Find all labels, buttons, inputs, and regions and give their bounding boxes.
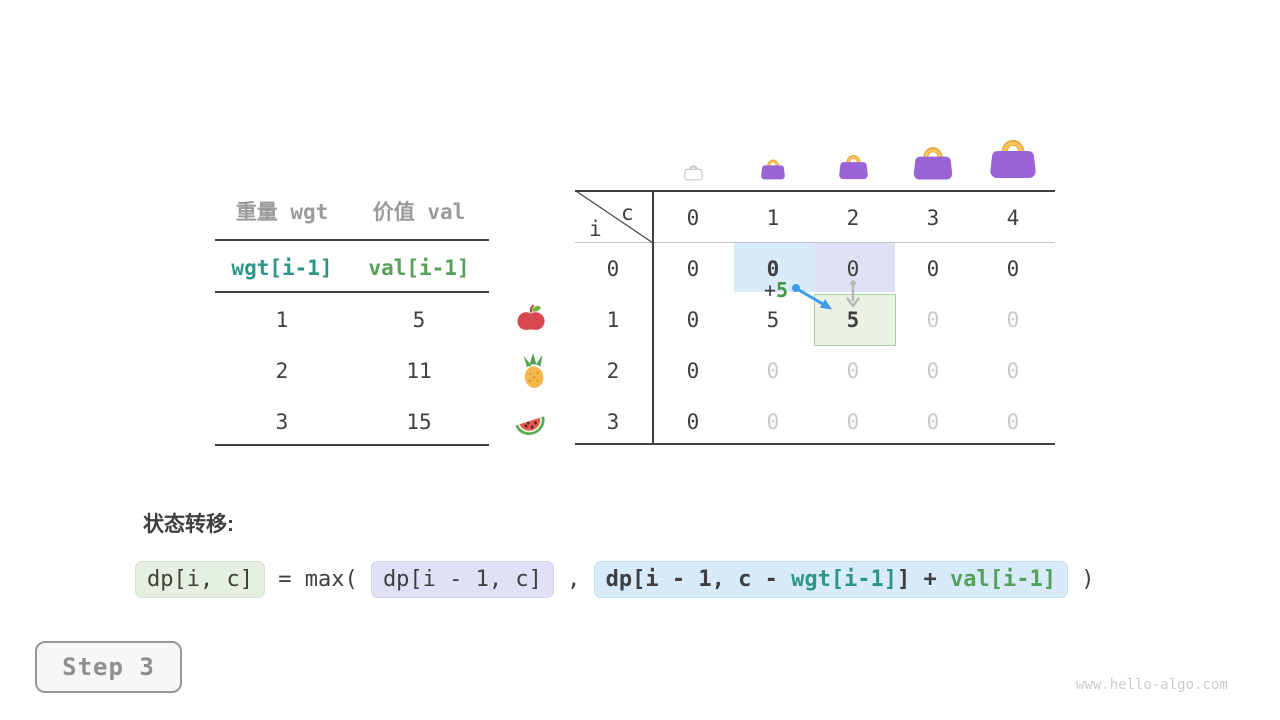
dp-overlay: [575, 190, 860, 310]
corner-diagonal-line: [575, 190, 654, 244]
dp-cell-r1c3: 0: [926, 308, 940, 332]
take-prefix: dp[i - 1, c -: [605, 567, 792, 592]
dp-col-header: 0: [686, 206, 700, 230]
dp-corner-row-var: i: [589, 217, 602, 241]
dp-cell-r3c4: 0: [1006, 410, 1020, 434]
formula-equals-max: = max(: [264, 567, 371, 592]
dp-cell-r1c2: 5: [846, 308, 860, 332]
dp-corner-col-var: c: [621, 201, 634, 225]
items-col-weight-header: 重量 wgt: [235, 200, 329, 224]
dp-cell-r1c1: 5: [766, 308, 780, 332]
dp-rule-bottom: [575, 443, 1055, 445]
take-mid: ] +: [897, 567, 951, 592]
transition-add-value-label: +5: [764, 280, 788, 300]
formula-take-term-box: dp[i - 1, c - wgt[i-1]] + val[i-1]: [593, 561, 1068, 598]
dp-table: c i 0 1 2 3 4 0 1 2 3 0 0 0 0 0 0 5 5 0 …: [575, 190, 1055, 446]
dp-row-header: 0: [606, 257, 620, 281]
dp-cell-r2c2: 0: [846, 359, 860, 383]
apple-icon: [517, 304, 545, 330]
watermark: www.hello-algo.com: [1076, 677, 1228, 693]
formula-lhs-box: dp[i, c]: [135, 561, 265, 598]
down-arrow-head: [846, 297, 860, 308]
take-wgt-token: wgt[i-1]: [791, 567, 898, 592]
items-rule-mid: [215, 291, 489, 293]
dp-cell-highlight-source-keep: [734, 243, 815, 292]
plus-sign: +: [764, 278, 777, 302]
items-rule-top: [215, 239, 489, 241]
pineapple-icon: [523, 353, 544, 388]
dp-cell-r0c2: 0: [846, 257, 860, 281]
dp-cell-r0c3: 0: [926, 257, 940, 281]
formula-heading: 状态转移:: [143, 513, 234, 536]
dp-cell-r2c1: 0: [766, 359, 780, 383]
dp-cell-r0c4: 0: [1006, 257, 1020, 281]
bag-icon-size-2: [839, 155, 868, 180]
dp-col-header: 3: [926, 206, 940, 230]
take-val-token: val[i-1]: [950, 567, 1056, 592]
watermelon-icon: [515, 416, 545, 435]
item-value: 11: [406, 359, 432, 383]
added-value: 5: [776, 278, 789, 302]
dp-row-header: 3: [606, 410, 620, 434]
items-table: 重量 wgt 价值 val wgt[i-1] val[i-1] 1 5 2 11…: [215, 190, 489, 446]
empty-bag-icon: [684, 165, 703, 181]
transition-arrow-head: [819, 299, 832, 310]
step-badge: Step 3: [35, 641, 182, 693]
transition-arrow-icon: [796, 288, 824, 305]
dp-rule-vertical: [652, 190, 654, 445]
dp-cell-r3c2: 0: [846, 410, 860, 434]
dp-cell-r1c4: 0: [1006, 308, 1020, 332]
items-col-value-header: 价值 val: [372, 200, 466, 224]
dp-cell-r2c0: 0: [686, 359, 700, 383]
formula-keep-term-box: dp[i - 1, c]: [370, 561, 554, 598]
item-value: 15: [406, 410, 432, 434]
dp-cell-r1c0: 0: [686, 308, 700, 332]
bag-icon-size-1: [761, 159, 785, 180]
item-value: 5: [412, 308, 426, 332]
dp-row-header: 2: [606, 359, 620, 383]
item-weight: 1: [275, 308, 289, 332]
item-weight: 2: [275, 359, 289, 383]
bag-icon-size-4: [990, 139, 1036, 178]
dp-row-header: 1: [606, 308, 620, 332]
state-transition-formula: dp[i, c] = max( dp[i - 1, c] , dp[i - 1,…: [135, 561, 1095, 598]
bag-icon-size-3: [913, 147, 953, 180]
dp-col-header: 1: [766, 206, 780, 230]
dp-col-header: 4: [1006, 206, 1020, 230]
dp-rule-top: [575, 190, 1055, 192]
formula-close-paren: ): [1068, 567, 1095, 592]
dp-cell-r3c0: 0: [686, 410, 700, 434]
dp-cell-r0c0: 0: [686, 257, 700, 281]
items-rule-bottom: [215, 444, 489, 446]
dp-cell-r3c3: 0: [926, 410, 940, 434]
formula-comma: ,: [553, 567, 594, 592]
item-weight: 3: [275, 410, 289, 434]
dp-cell-r0c1: 0: [766, 257, 780, 281]
dp-rule-header: [575, 242, 1055, 243]
items-subheader-val: val[i-1]: [368, 256, 470, 280]
dp-cell-r2c3: 0: [926, 359, 940, 383]
dp-cell-r2c4: 0: [1006, 359, 1020, 383]
items-subheader-wgt: wgt[i-1]: [231, 256, 333, 280]
dp-cell-r3c1: 0: [766, 410, 780, 434]
dp-col-header: 2: [846, 206, 860, 230]
